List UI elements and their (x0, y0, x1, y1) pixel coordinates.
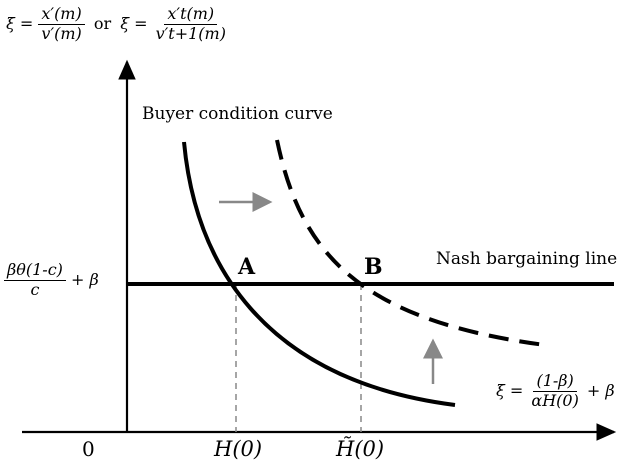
asymptote-xi: ξ = (496, 380, 524, 400)
y-label-xi-1: ξ = (6, 13, 34, 33)
buyer-curve-label: Buyer condition curve (142, 104, 333, 124)
y-label-xi-2: ξ = (120, 13, 148, 33)
nash-level-plus: + β (71, 269, 99, 289)
nash-level-den: c (30, 279, 40, 299)
shifted-buyer-curve (275, 139, 546, 347)
asymptote-plus: + β (586, 380, 615, 400)
y-label-num-2: x′t(m) (164, 5, 218, 25)
origin-label: 0 (82, 437, 95, 461)
y-label-num-1: x′(m) (38, 5, 85, 25)
nash-line-label: Nash bargaining line (436, 249, 618, 269)
nash-level-fraction: βθ(1-c) c (4, 261, 66, 299)
y-label-or: or (93, 13, 112, 33)
asymptote-fraction: (1-β) αH(0) (528, 372, 581, 410)
point-b-label: B (364, 254, 383, 280)
buyer-condition-curve (182, 141, 456, 407)
y-label-den-2: v′t+1(m) (155, 23, 226, 43)
point-a-label: A (238, 254, 256, 280)
nash-level-num: βθ(1-c) (4, 261, 66, 281)
x-tick-h0-tilde: H̃(0) (336, 437, 385, 461)
asymptote-label: ξ = (1-β) αH(0) + β (496, 372, 615, 410)
asymptote-den: αH(0) (531, 390, 579, 410)
nash-level-label: βθ(1-c) c + β (4, 261, 99, 299)
y-axis-label: ξ = x′(m) v′(m) or ξ = x′t(m) v′t+1(m) (6, 5, 229, 43)
y-label-fraction-1: x′(m) v′(m) (38, 5, 85, 43)
y-label-fraction-2: x′t(m) v′t+1(m) (153, 5, 229, 43)
y-label-den-1: v′(m) (41, 23, 82, 43)
x-tick-h0: H(0) (214, 437, 263, 461)
asymptote-num: (1-β) (533, 372, 577, 392)
